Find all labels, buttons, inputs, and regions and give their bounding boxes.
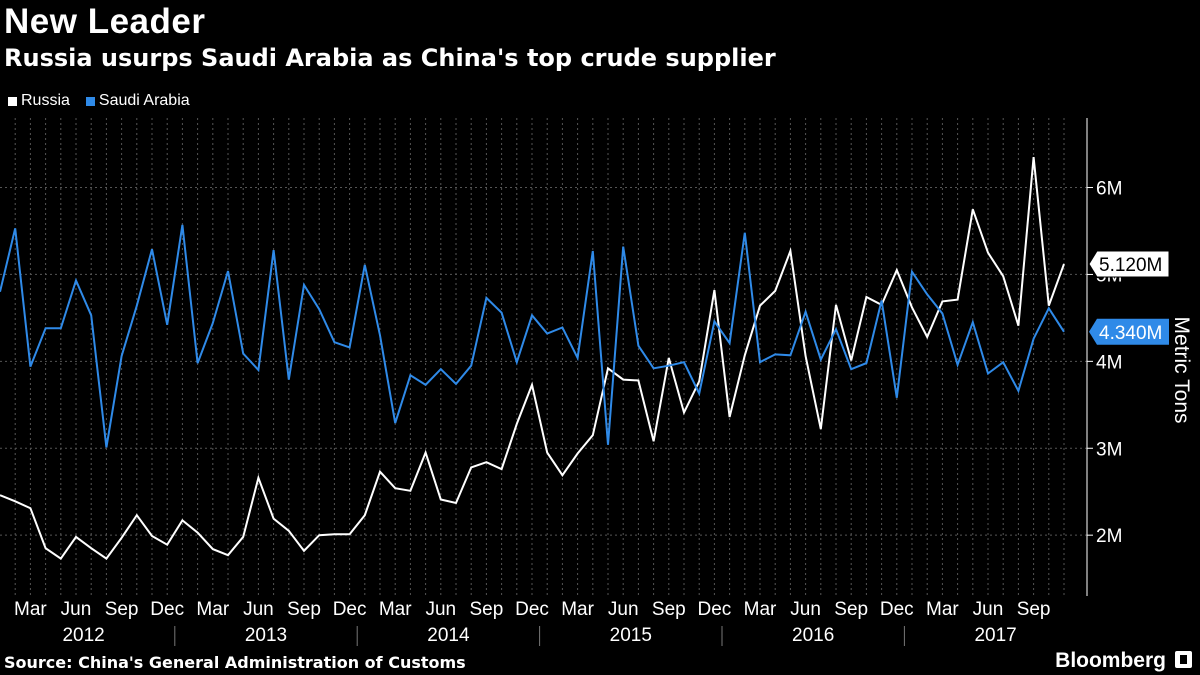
x-year-label: 2012: [62, 625, 104, 646]
x-tick-label: Mar: [379, 599, 412, 620]
x-tick-label: Sep: [834, 599, 868, 620]
y-tick-label: 4M: [1096, 352, 1122, 373]
last-value-label-russia: 5.120M: [1099, 255, 1162, 276]
x-tick-label: Sep: [105, 599, 139, 620]
x-tick-label: Mar: [561, 599, 594, 620]
last-value-tag-saudi-arabia: [1089, 318, 1169, 345]
series-line-russia: [0, 156, 1065, 560]
y-axis-title: Metric Tons: [1170, 317, 1193, 424]
legend-label-russia: Russia: [21, 92, 70, 109]
legend: Russia Saudi Arabia: [8, 92, 190, 110]
x-year-label: 2014: [427, 625, 470, 646]
x-year-label: 2013: [245, 625, 287, 646]
x-tick-label: Dec: [698, 599, 732, 620]
x-tick-label: Dec: [515, 599, 549, 620]
chart-subtitle: Russia usurps Saudi Arabia as China's to…: [4, 44, 776, 72]
x-tick-label: Mar: [196, 599, 229, 620]
x-tick-label: Dec: [150, 599, 184, 620]
last-value-tag-russia: [1088, 250, 1170, 278]
x-tick-label: Dec: [333, 599, 367, 620]
x-tick-label: Mar: [744, 599, 777, 620]
x-year-label: 2016: [792, 625, 834, 646]
x-tick-label: Sep: [469, 599, 503, 620]
y-tick-label: 3M: [1096, 439, 1122, 460]
bloomberg-mark-icon: [1175, 651, 1192, 668]
x-tick-label: Jun: [61, 599, 92, 620]
x-tick-label: Sep: [1017, 599, 1051, 620]
x-tick-label: Jun: [425, 599, 456, 620]
source-note: Source: China's General Administration o…: [4, 653, 466, 672]
legend-label-saudi-arabia: Saudi Arabia: [98, 92, 190, 109]
x-tick-label: Jun: [790, 599, 821, 620]
x-tick-label: Sep: [652, 599, 686, 620]
y-tick-label: 6M: [1096, 179, 1122, 200]
x-tick-label: Jun: [973, 599, 1004, 620]
x-tick-label: Mar: [14, 599, 47, 620]
x-year-label: 2017: [974, 625, 1016, 646]
x-tick-label: Jun: [608, 599, 639, 620]
y-tick-label: 2M: [1096, 526, 1122, 547]
legend-item-russia: Russia: [8, 92, 70, 110]
x-tick-label: Sep: [287, 599, 321, 620]
x-year-label: 2015: [610, 625, 652, 646]
x-tick-label: Jun: [243, 599, 274, 620]
x-tick-label: Dec: [880, 599, 914, 620]
bloomberg-logo: Bloomberg: [1055, 649, 1166, 672]
legend-swatch-russia: [8, 96, 17, 106]
chart-title: New Leader: [4, 2, 206, 41]
x-tick-label: Mar: [926, 599, 959, 620]
series-line-saudi-arabia: [0, 224, 1065, 448]
legend-item-saudi-arabia: Saudi Arabia: [85, 92, 190, 110]
legend-swatch-saudi-arabia: [85, 96, 95, 106]
last-value-label-saudi-arabia: 4.340M: [1099, 323, 1162, 344]
